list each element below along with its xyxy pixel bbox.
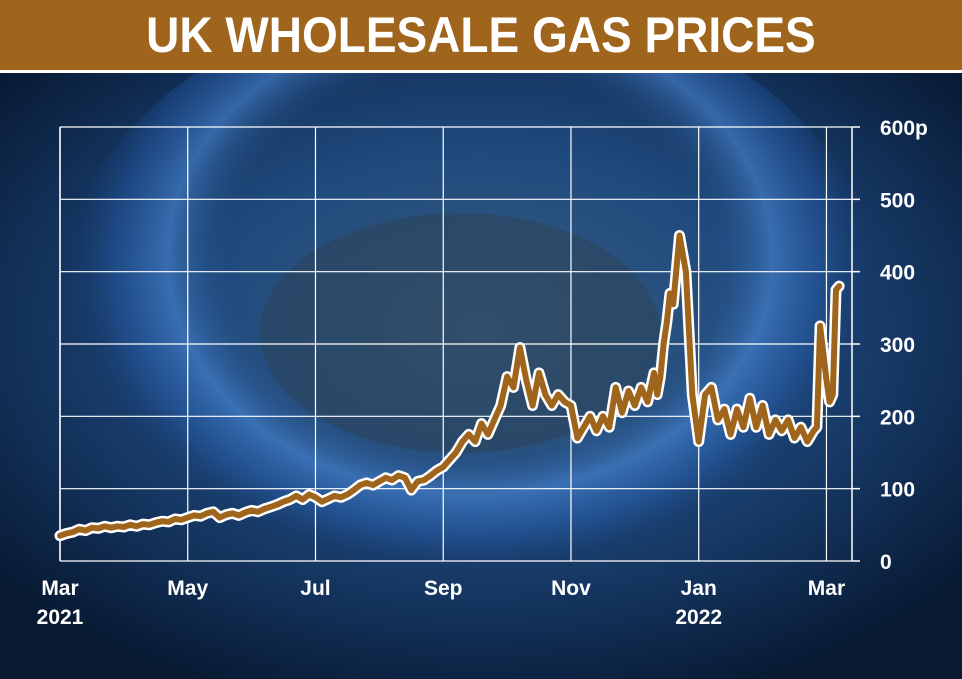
series-line-0 [57,232,843,539]
y-tick-label-1: 100 [880,479,915,502]
x-tick-label-2: Jul [300,577,330,600]
y-axis-ticks: 0 100 200 300 400 500 600p [880,117,928,574]
x-tick-label-0: Mar [41,577,78,600]
x-tick-label-1: May [167,577,208,600]
x-tick-sublabel-5: 2022 [675,606,722,629]
x-tick-label-4: Nov [551,577,591,600]
series-layer [54,230,845,542]
x-tick-label-3: Sep [424,577,463,600]
y-tick-label-5: 500 [880,189,915,212]
x-tick-sublabel-0: 2021 [37,606,84,629]
line-chart: Mar 2021 May Jul Sep Nov Jan 2022 Mar 0 100 200 300… [0,73,962,679]
y-tick-label-3: 300 [880,334,915,357]
y-tick-label-4: 400 [880,262,915,285]
x-axis-ticks: Mar 2021 May Jul Sep Nov Jan 2022 Mar [37,577,845,629]
y-tick-label-2: 200 [880,406,915,429]
y-tick-label-6: 600p [880,117,928,140]
title-banner: UK WHOLESALE GAS PRICES [0,0,962,73]
y-tick-label-0: 0 [880,551,892,574]
x-tick-label-5: Jan [681,577,717,600]
x-tick-label-6: Mar [808,577,845,600]
chart-title: UK WHOLESALE GAS PRICES [146,7,816,63]
